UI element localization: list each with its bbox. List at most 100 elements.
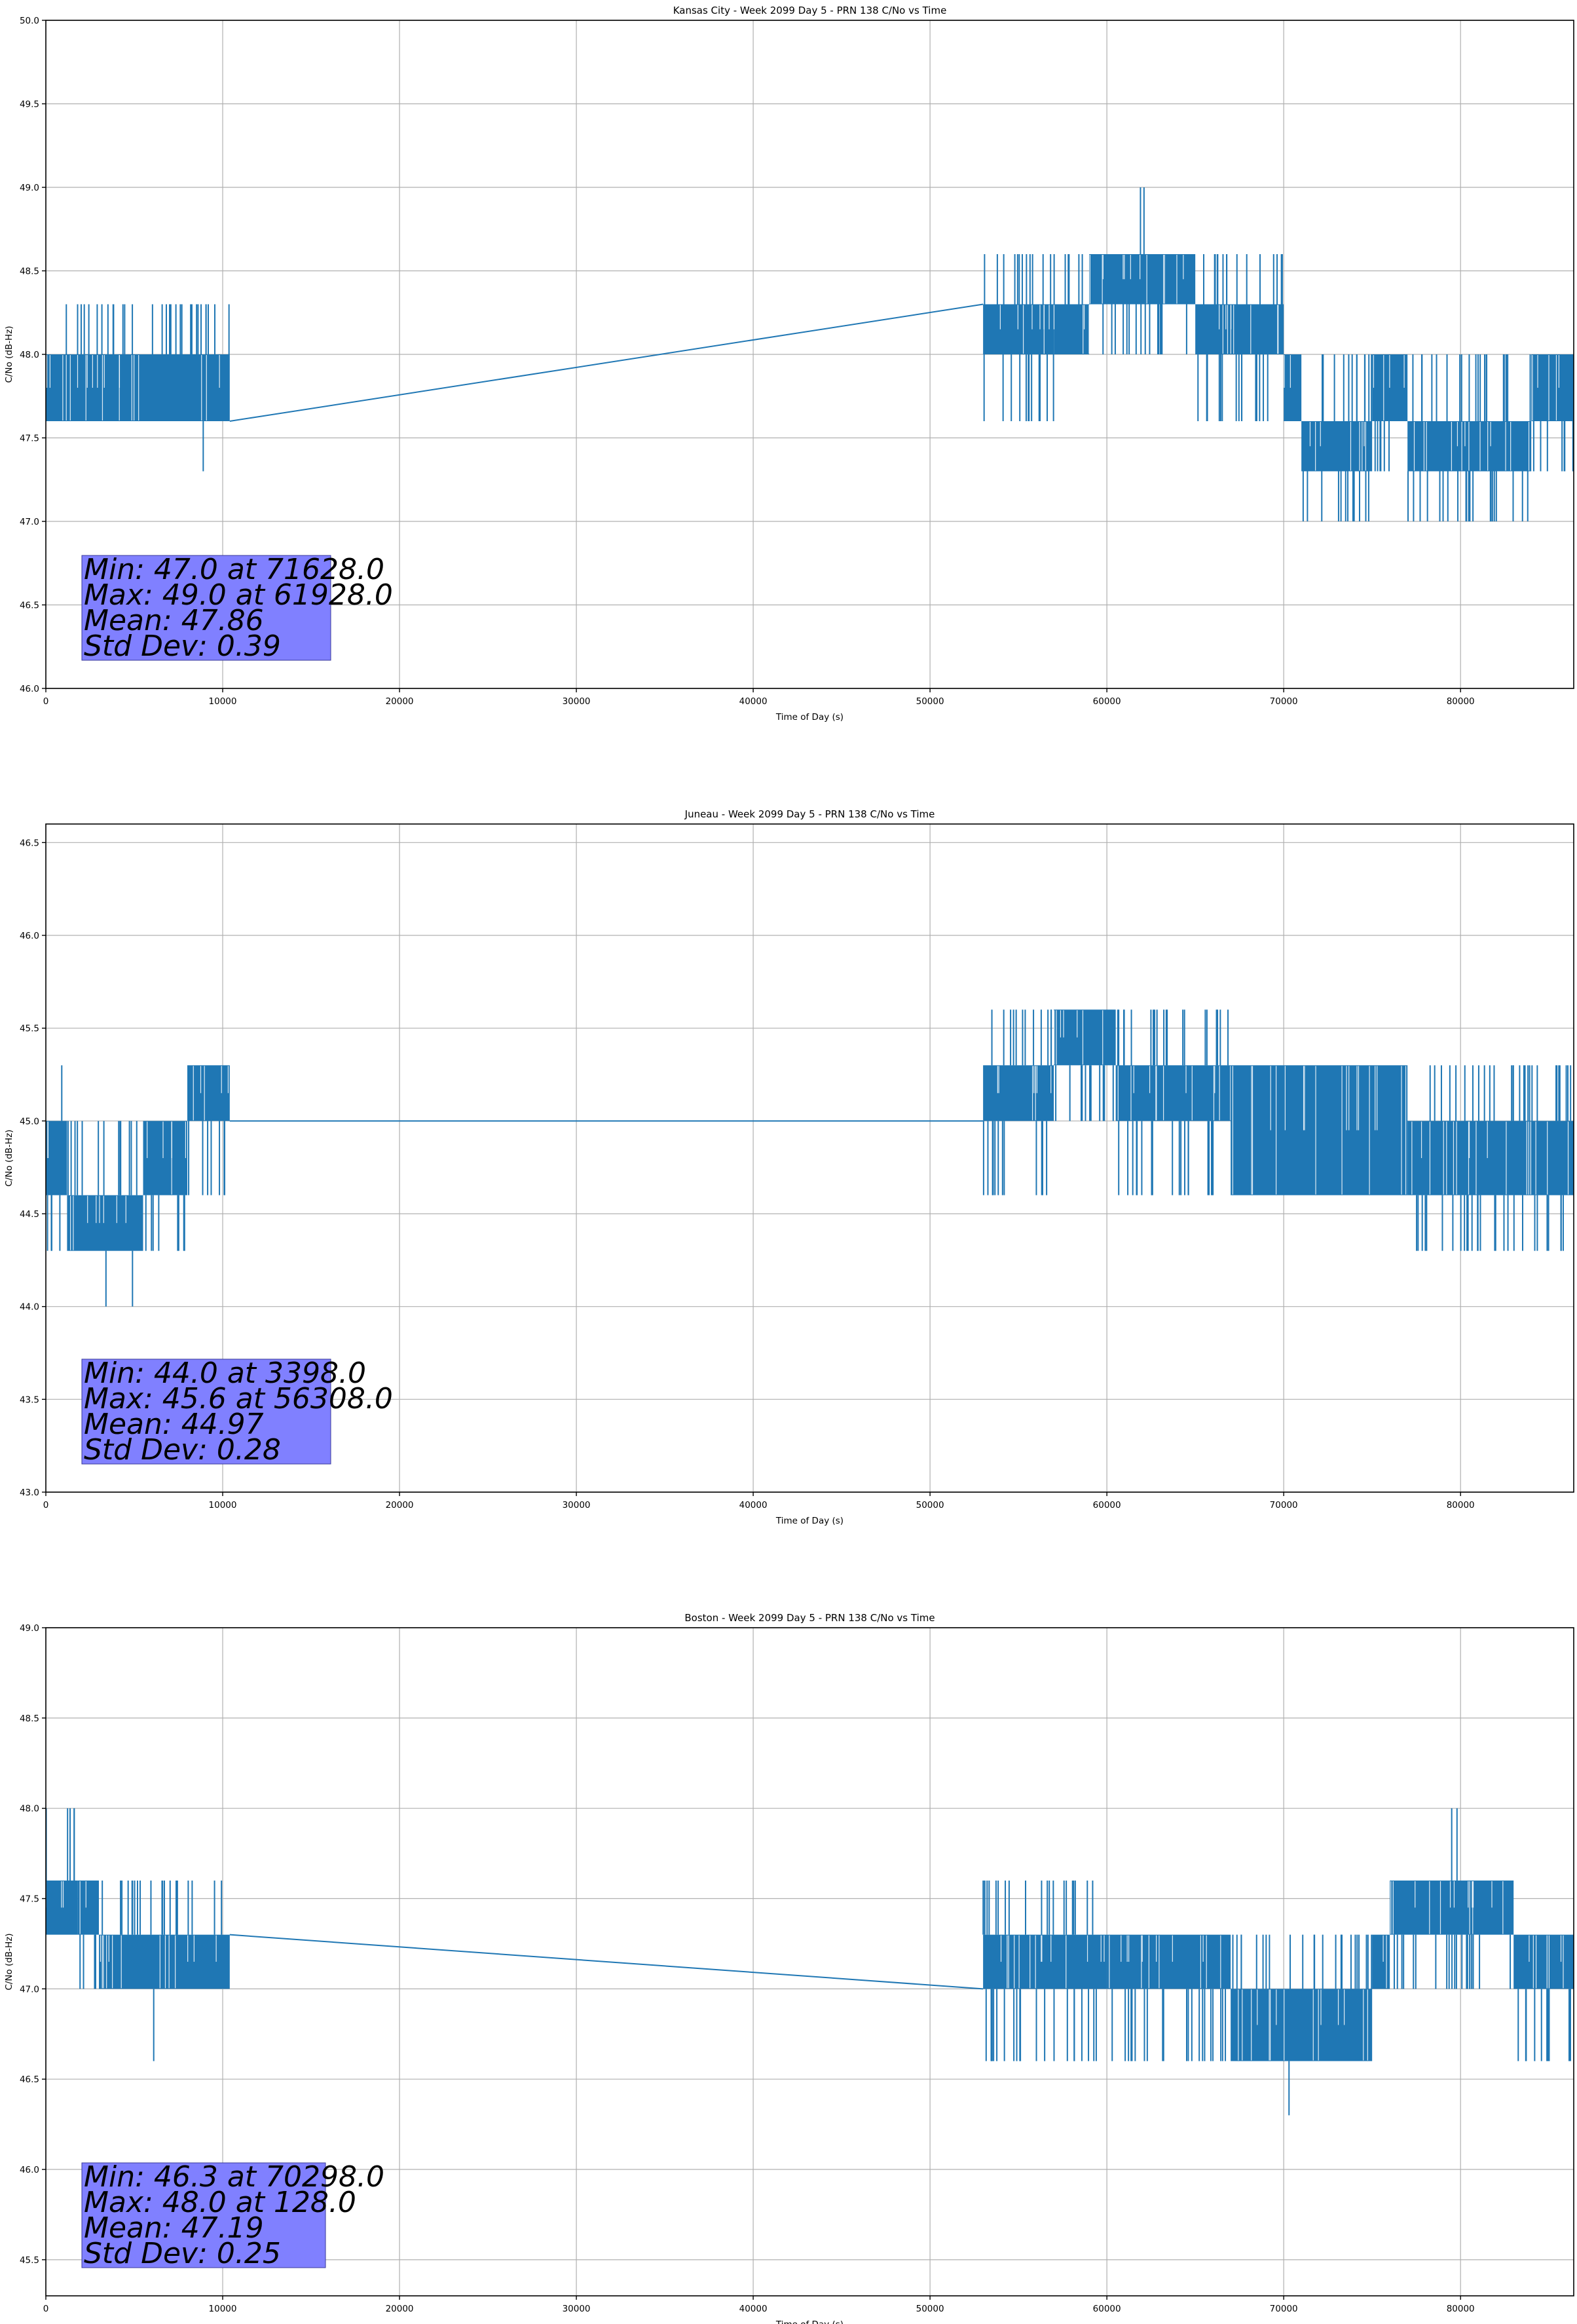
y-axis-label: C/No (dB-Hz) bbox=[4, 1129, 14, 1186]
series-band bbox=[1407, 1121, 1574, 1195]
y-tick-label: 46.5 bbox=[20, 2074, 39, 2085]
x-tick-label: 80000 bbox=[1447, 1500, 1475, 1510]
stats-line: Min: 46.3 at 70298.0 bbox=[84, 2160, 384, 2194]
series-band bbox=[1231, 1065, 1408, 1195]
series-band bbox=[1390, 1880, 1514, 1935]
y-tick-label: 48.0 bbox=[20, 1804, 39, 1814]
y-tick-label: 45.0 bbox=[20, 1116, 39, 1127]
series-band bbox=[99, 1934, 230, 1989]
axes-frame bbox=[45, 1627, 1574, 2296]
y-axis-label: C/No (dB-Hz) bbox=[4, 1933, 14, 1990]
axes-frame bbox=[45, 823, 1574, 1493]
stats-line: Max: 48.0 at 128.0 bbox=[84, 2186, 356, 2219]
y-tick-label: 48.5 bbox=[20, 267, 39, 277]
y-tick-label: 46.0 bbox=[20, 684, 39, 694]
x-tick-label: 40000 bbox=[739, 2304, 768, 2314]
series-band bbox=[1195, 304, 1284, 354]
y-tick-label: 48.0 bbox=[20, 350, 39, 360]
y-tick-label: 46.0 bbox=[20, 931, 39, 941]
x-tick-label: 60000 bbox=[1093, 2304, 1121, 2314]
x-tick-label: 40000 bbox=[739, 696, 768, 707]
series-band bbox=[1115, 1065, 1231, 1121]
stats-line: Std Dev: 0.28 bbox=[84, 1433, 281, 1467]
x-axis-label: Time of Day (s) bbox=[775, 1516, 844, 1526]
x-axis-label: Time of Day (s) bbox=[775, 712, 844, 722]
series-line-segment bbox=[229, 303, 984, 422]
y-tick-label: 47.5 bbox=[20, 434, 39, 444]
x-tick-label: 20000 bbox=[386, 696, 414, 707]
stats-line: Mean: 47.19 bbox=[84, 2211, 264, 2245]
y-tick-label: 49.0 bbox=[20, 1623, 39, 1634]
x-tick-label: 70000 bbox=[1270, 696, 1298, 707]
series-band bbox=[1531, 354, 1574, 421]
data-series bbox=[46, 1808, 1574, 2116]
series-band bbox=[46, 1121, 67, 1195]
stats-line: Max: 45.6 at 56308.0 bbox=[84, 1382, 393, 1415]
x-tick-label: 10000 bbox=[209, 2304, 237, 2314]
y-tick-label: 49.0 bbox=[20, 183, 39, 193]
series-band bbox=[1231, 1989, 1373, 2061]
series-band bbox=[1284, 354, 1302, 421]
series-band bbox=[983, 1065, 1054, 1121]
series-band bbox=[77, 1880, 100, 1935]
y-tick-label: 43.5 bbox=[20, 1395, 39, 1405]
x-tick-label: 70000 bbox=[1270, 1500, 1298, 1510]
x-tick-label: 80000 bbox=[1447, 2304, 1475, 2314]
stats-line: Max: 49.0 at 61928.0 bbox=[84, 578, 393, 612]
series-band bbox=[67, 1195, 143, 1251]
series-band bbox=[46, 354, 230, 421]
series-band bbox=[1372, 1934, 1390, 1989]
chart-panel-1: 0 10000 20000 30000 40000 50000 60000 70000 8000… bbox=[4, 808, 1574, 1526]
series-band bbox=[1054, 1009, 1116, 1066]
series-band bbox=[1513, 1934, 1574, 1989]
data-series bbox=[46, 187, 1574, 521]
chart-panel-0: 0 10000 20000 30000 40000 50000 60000 70000 8000… bbox=[4, 5, 1574, 722]
series-band bbox=[143, 1121, 188, 1195]
y-tick-label: 45.5 bbox=[20, 2255, 39, 2266]
x-tick-label: 50000 bbox=[916, 696, 944, 707]
x-tick-label: 10000 bbox=[209, 1500, 237, 1510]
y-tick-label: 47.5 bbox=[20, 1894, 39, 1905]
chart-title: Boston - Week 2099 Day 5 - PRN 138 C/No … bbox=[684, 1612, 935, 1624]
stats-line: Mean: 47.86 bbox=[84, 604, 264, 637]
y-tick-label: 50.0 bbox=[20, 16, 39, 26]
x-tick-label: 30000 bbox=[563, 696, 591, 707]
y-tick-label: 47.0 bbox=[20, 1984, 39, 1995]
data-series bbox=[46, 1009, 1574, 1307]
x-tick-label: 50000 bbox=[916, 2304, 944, 2314]
x-tick-label: 30000 bbox=[563, 1500, 591, 1510]
y-tick-label: 43.0 bbox=[20, 1488, 39, 1498]
series-band bbox=[1089, 254, 1196, 305]
chart-panel-2: 0 10000 20000 30000 40000 50000 60000 70000 8000… bbox=[4, 1612, 1574, 2324]
y-tick-label: 44.5 bbox=[20, 1209, 39, 1220]
y-tick-label: 46.5 bbox=[20, 601, 39, 611]
x-tick-label: 70000 bbox=[1270, 2304, 1298, 2314]
x-tick-label: 0 bbox=[43, 696, 49, 707]
series-band bbox=[983, 304, 1054, 354]
y-tick-label: 47.0 bbox=[20, 517, 39, 527]
y-tick-label: 46.5 bbox=[20, 838, 39, 848]
stats-line: Mean: 44.97 bbox=[84, 1408, 264, 1441]
stats-line: Std Dev: 0.39 bbox=[84, 629, 281, 663]
chart-title: Kansas City - Week 2099 Day 5 - PRN 138 … bbox=[673, 5, 947, 16]
x-tick-label: 30000 bbox=[563, 2304, 591, 2314]
x-tick-label: 50000 bbox=[916, 1500, 944, 1510]
series-band bbox=[1107, 1934, 1231, 1989]
series-band bbox=[1301, 421, 1373, 472]
series-band bbox=[187, 1065, 230, 1121]
x-tick-label: 80000 bbox=[1447, 696, 1475, 707]
x-tick-label: 10000 bbox=[209, 696, 237, 707]
stats-line: Min: 47.0 at 71628.0 bbox=[84, 553, 384, 586]
stats-box bbox=[81, 555, 331, 661]
x-axis-label: Time of Day (s) bbox=[775, 2319, 844, 2324]
stats-line: Std Dev: 0.25 bbox=[84, 2237, 281, 2270]
stats-box bbox=[81, 2162, 326, 2268]
y-tick-label: 49.5 bbox=[20, 100, 39, 110]
x-tick-label: 60000 bbox=[1093, 1500, 1121, 1510]
series-band bbox=[983, 1934, 1107, 1989]
stats-box bbox=[81, 1359, 331, 1465]
x-tick-label: 60000 bbox=[1093, 696, 1121, 707]
y-axis-label: C/No (dB-Hz) bbox=[4, 326, 14, 383]
series-line-segment bbox=[229, 1934, 984, 1990]
